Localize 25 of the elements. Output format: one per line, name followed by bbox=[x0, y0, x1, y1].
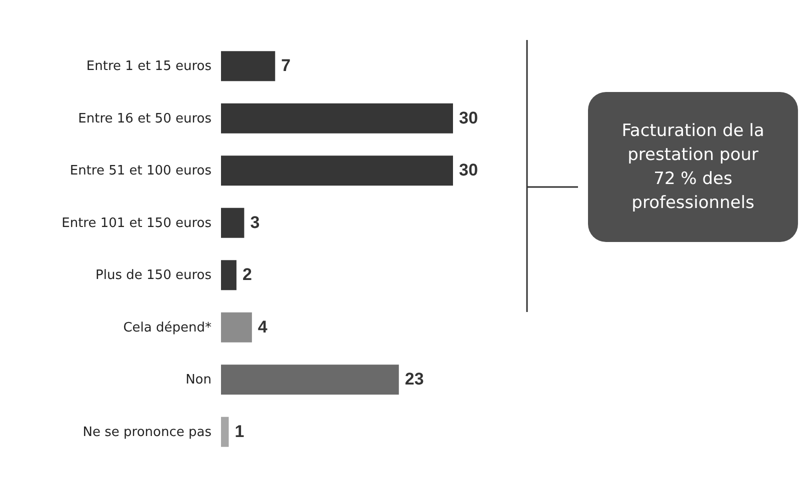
data-label: 23 bbox=[404, 370, 424, 389]
y-tick-label: Entre 1 et 15 euros bbox=[86, 59, 212, 74]
y-tick-label: Plus de 150 euros bbox=[96, 268, 212, 284]
y-tick-label: Entre 101 et 150 euros bbox=[62, 216, 212, 231]
data-label: 30 bbox=[459, 108, 478, 128]
data-label: 1 bbox=[234, 422, 244, 441]
y-tick-label: Entre 51 et 100 euros bbox=[70, 164, 212, 179]
y-tick-label: Cela dépend* bbox=[123, 320, 212, 336]
text: Facturation de la prestation pour 72 % des professionnels bbox=[588, 92, 798, 242]
bar bbox=[221, 208, 244, 238]
y-tick-label: Non bbox=[186, 372, 212, 388]
data-label: 4 bbox=[258, 317, 268, 336]
bar bbox=[221, 312, 252, 342]
data-label: 30 bbox=[459, 160, 478, 180]
y-tick-label: Ne se prononce pas bbox=[82, 424, 212, 440]
data-label: 7 bbox=[281, 56, 291, 76]
y-tick-label: Entre 16 et 50 euros bbox=[78, 111, 212, 126]
bar bbox=[221, 260, 236, 290]
data-label: 2 bbox=[242, 265, 252, 284]
bar bbox=[221, 103, 453, 134]
bar bbox=[221, 156, 453, 186]
bar bbox=[221, 416, 229, 447]
bar bbox=[221, 364, 399, 395]
data-label: 3 bbox=[250, 212, 260, 232]
bar bbox=[221, 51, 276, 82]
